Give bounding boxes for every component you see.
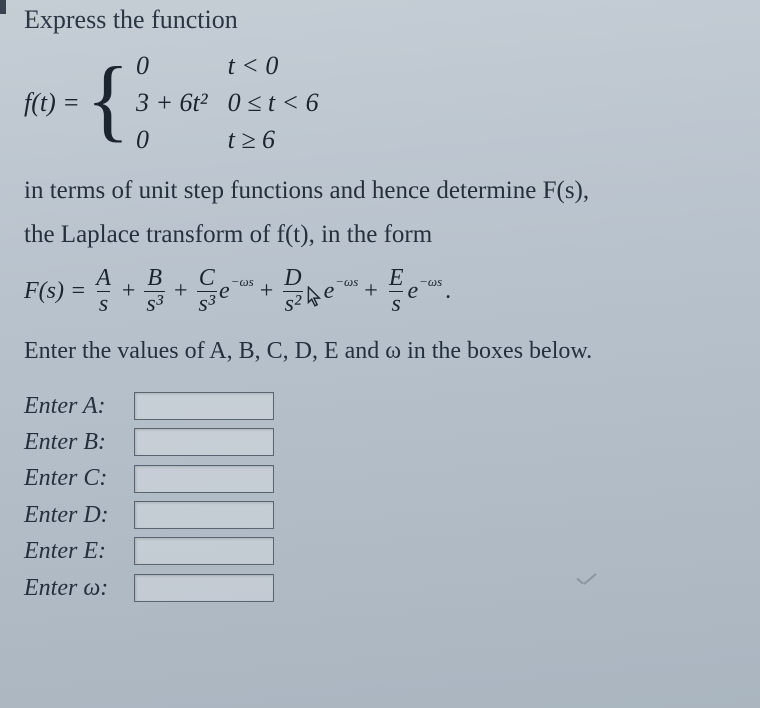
target-formula: F(s) = A s + B s³ + C s³ e−ωs + D s² e−ω… <box>24 266 742 317</box>
input-row-d: Enter D: <box>24 499 742 531</box>
term-e-exp: e−ωs <box>408 275 442 307</box>
piecewise-expr: 0 <box>132 121 224 158</box>
term-c-num: C <box>197 266 217 291</box>
description-line-1: in terms of unit step functions and henc… <box>24 174 742 208</box>
term-c-exp: e−ωs <box>219 275 253 307</box>
input-row-omega: Enter ω: <box>24 572 742 604</box>
label-b: Enter B: <box>24 426 134 458</box>
prompt-heading: Express the function <box>24 2 742 37</box>
input-c[interactable] <box>134 465 274 493</box>
term-e: E s <box>387 266 406 317</box>
label-d: Enter D: <box>24 499 134 531</box>
piecewise-row: 0 t < 0 <box>132 47 335 84</box>
term-d: D s² <box>282 266 303 317</box>
term-d-exp: e−ωs <box>324 275 358 307</box>
piecewise-definition: f(t) = { 0 t < 0 3 + 6t² 0 ≤ t < 6 0 t ≥… <box>24 47 742 158</box>
input-row-b: Enter B: <box>24 426 742 458</box>
plus-icon: + <box>174 275 188 307</box>
piecewise-row: 0 t ≥ 6 <box>132 121 335 158</box>
term-b-num: B <box>145 266 164 291</box>
piecewise-cond: t ≥ 6 <box>224 121 335 158</box>
plus-icon: + <box>260 275 274 307</box>
term-e-exp-power: −ωs <box>419 273 442 291</box>
term-a-den: s <box>97 291 110 317</box>
term-d-exp-power: −ωs <box>335 273 358 291</box>
question-page: Express the function f(t) = { 0 t < 0 3 … <box>0 2 760 626</box>
plus-icon: + <box>364 275 378 307</box>
term-c-den: s³ <box>197 291 218 317</box>
input-a[interactable] <box>134 392 274 420</box>
piecewise-expr: 0 <box>132 47 224 84</box>
input-b[interactable] <box>134 428 274 456</box>
answer-inputs: Enter A: Enter B: Enter C: Enter D: Ente… <box>24 390 742 604</box>
input-omega[interactable] <box>134 574 274 602</box>
piecewise-cases: 0 t < 0 3 + 6t² 0 ≤ t < 6 0 t ≥ 6 <box>132 47 335 158</box>
term-c: C s³ <box>197 266 218 317</box>
input-e[interactable] <box>134 537 274 565</box>
term-e-num: E <box>387 266 406 291</box>
formula-period: . <box>445 275 451 307</box>
term-a-num: A <box>94 266 113 291</box>
input-row-e: Enter E: <box>24 535 742 567</box>
piecewise-cond: t < 0 <box>224 47 335 84</box>
left-brace: { <box>86 58 130 140</box>
term-e-den: s <box>389 291 402 317</box>
input-row-c: Enter C: <box>24 462 742 494</box>
term-b: B s³ <box>144 266 165 317</box>
term-a: A s <box>94 266 113 317</box>
input-d[interactable] <box>134 501 274 529</box>
term-d-num: D <box>282 266 303 291</box>
piecewise-row: 3 + 6t² 0 ≤ t < 6 <box>132 84 335 121</box>
piecewise-cond: 0 ≤ t < 6 <box>224 84 335 121</box>
term-b-den: s³ <box>144 291 165 317</box>
label-a: Enter A: <box>24 390 134 422</box>
label-c: Enter C: <box>24 462 134 494</box>
piecewise-expr: 3 + 6t² <box>132 84 224 121</box>
piecewise-lhs: f(t) = <box>24 85 80 120</box>
cursor-icon <box>306 285 324 307</box>
description-line-2: the Laplace transform of f(t), in the fo… <box>24 218 742 252</box>
term-d-den: s² <box>283 291 304 317</box>
plus-icon: + <box>122 275 136 307</box>
instruction-line: Enter the values of A, B, C, D, E and ω … <box>24 335 742 367</box>
formula-lhs: F(s) = <box>24 275 86 307</box>
input-row-a: Enter A: <box>24 390 742 422</box>
crop-mark <box>0 0 6 14</box>
tick-mark-icon <box>576 572 600 588</box>
label-e: Enter E: <box>24 535 134 567</box>
term-c-exp-power: −ωs <box>231 273 254 291</box>
label-omega: Enter ω: <box>24 572 134 604</box>
